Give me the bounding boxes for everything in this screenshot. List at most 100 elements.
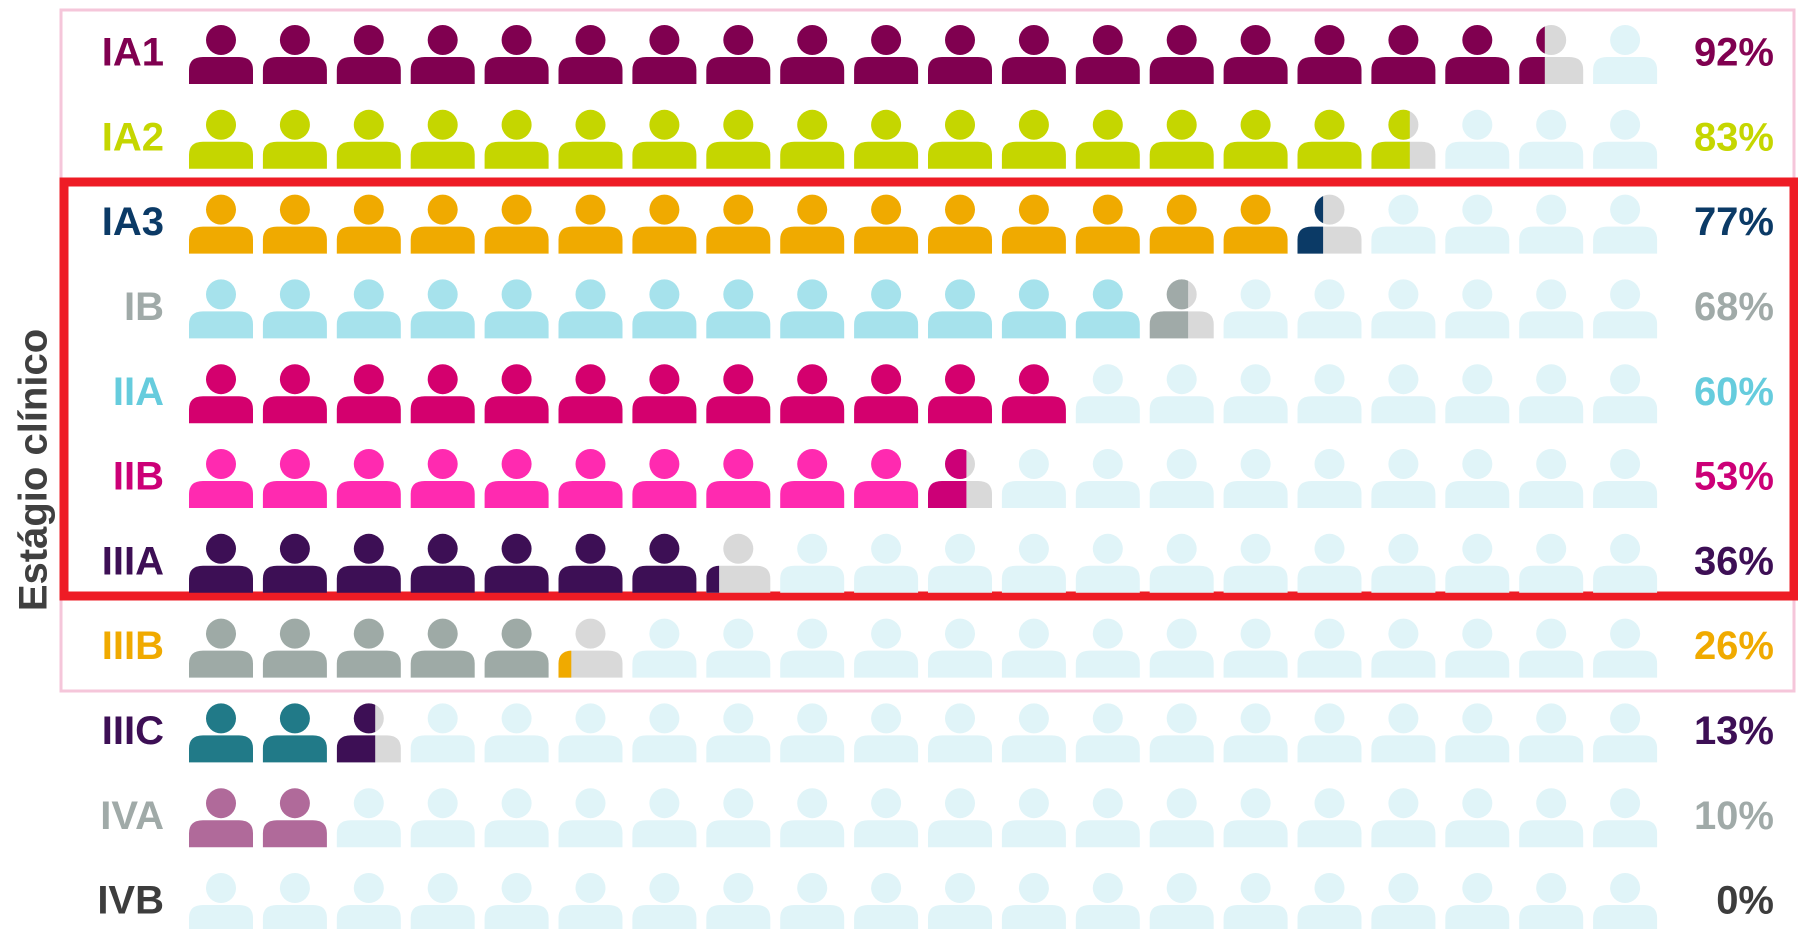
icon-head <box>1462 109 1493 140</box>
person-icon <box>1223 109 1288 169</box>
icon-head <box>353 279 384 310</box>
person-icon <box>336 533 401 593</box>
person-icon <box>1371 533 1436 593</box>
person-icon <box>1593 788 1658 848</box>
icon-head <box>649 533 680 564</box>
person-icon <box>262 194 327 254</box>
person-icon <box>632 618 697 678</box>
person-icon <box>336 618 401 678</box>
category-label: IIIA <box>102 539 164 583</box>
icon-head <box>1166 873 1197 903</box>
person-icon <box>189 873 253 929</box>
person-icon <box>632 194 697 254</box>
person-icon <box>1149 703 1214 763</box>
icon-body <box>1519 311 1584 339</box>
icon-head <box>279 109 310 140</box>
icon-head <box>575 279 606 310</box>
icon-body <box>189 311 253 339</box>
person-icon <box>632 703 697 763</box>
icon-body <box>1593 905 1658 929</box>
person-icon <box>1593 873 1658 929</box>
icon-body <box>1519 650 1584 678</box>
person-icon <box>410 873 475 929</box>
icon-body <box>558 565 623 593</box>
person-icon <box>1593 618 1658 678</box>
person-icon <box>854 194 919 254</box>
person-icon <box>1075 873 1140 929</box>
pictogram-row <box>189 703 1658 763</box>
icon-head <box>1388 618 1419 649</box>
icon-body <box>1593 226 1658 254</box>
icon-body <box>1075 481 1140 508</box>
person-icon <box>928 533 992 593</box>
person-icon <box>1223 533 1288 593</box>
person-icon <box>410 279 475 339</box>
icon-head <box>575 109 606 140</box>
person-icon <box>1001 618 1066 678</box>
icon-head <box>945 788 975 819</box>
person-icon <box>558 788 623 848</box>
icon-body <box>1297 481 1362 508</box>
icon-body <box>558 141 623 169</box>
icon-body <box>780 565 845 593</box>
icon-body <box>928 311 992 339</box>
person-icon <box>1223 364 1288 424</box>
icon-body <box>410 735 475 763</box>
person-icon <box>1149 618 1214 678</box>
icon-body <box>1001 820 1066 848</box>
icon-body <box>854 735 919 763</box>
icon-head <box>797 109 828 140</box>
person-icon <box>780 449 845 508</box>
person-icon <box>854 109 919 169</box>
person-icon <box>410 364 475 424</box>
person-icon <box>1519 873 1584 929</box>
person-icon <box>1223 449 1288 508</box>
person-icon <box>928 279 992 339</box>
icon-body <box>1001 481 1066 508</box>
person-icon <box>1519 618 1584 678</box>
icon-head <box>1536 109 1567 140</box>
person-icon <box>1223 194 1288 254</box>
icon-body <box>632 141 697 169</box>
icon-body <box>928 820 992 848</box>
icon-head <box>1314 788 1345 819</box>
category-label: IIB <box>113 455 164 499</box>
icon-body <box>1001 735 1066 763</box>
icon-body <box>484 820 549 848</box>
icon-head <box>427 873 458 903</box>
person-icon <box>928 873 992 929</box>
highlight-box <box>59 177 1798 601</box>
icon-head <box>871 873 902 903</box>
category-label: IVB <box>97 879 164 923</box>
icon-head <box>649 873 680 903</box>
category-label: IIIB <box>102 624 164 668</box>
pictogram-row <box>189 109 1658 169</box>
icon-body <box>1371 481 1436 508</box>
person-icon <box>1371 364 1436 424</box>
icon-head <box>1610 533 1641 564</box>
icon-head <box>723 618 754 649</box>
icon-head <box>501 25 532 55</box>
icon-body <box>336 565 401 593</box>
person-icon <box>1445 364 1510 424</box>
icon-body <box>928 650 992 678</box>
icon-head <box>1314 25 1345 55</box>
icon-body <box>189 565 253 593</box>
icon-body <box>1223 226 1288 254</box>
icon-head <box>1240 109 1271 140</box>
person-icon <box>1149 25 1214 84</box>
icon-head <box>1388 873 1419 903</box>
value-label: 60% <box>1694 370 1774 414</box>
icon-body <box>189 905 253 929</box>
icon-head <box>279 25 310 55</box>
icon-body <box>484 396 549 424</box>
icon-head <box>1536 533 1567 564</box>
person-icon <box>1593 533 1658 593</box>
icon-body <box>1223 57 1288 84</box>
person-icon <box>632 25 697 84</box>
icon-head <box>1018 873 1049 903</box>
icon-head <box>279 533 310 564</box>
icon-body <box>706 141 771 169</box>
person-icon <box>484 109 549 169</box>
category-label: IA1 <box>102 31 164 75</box>
